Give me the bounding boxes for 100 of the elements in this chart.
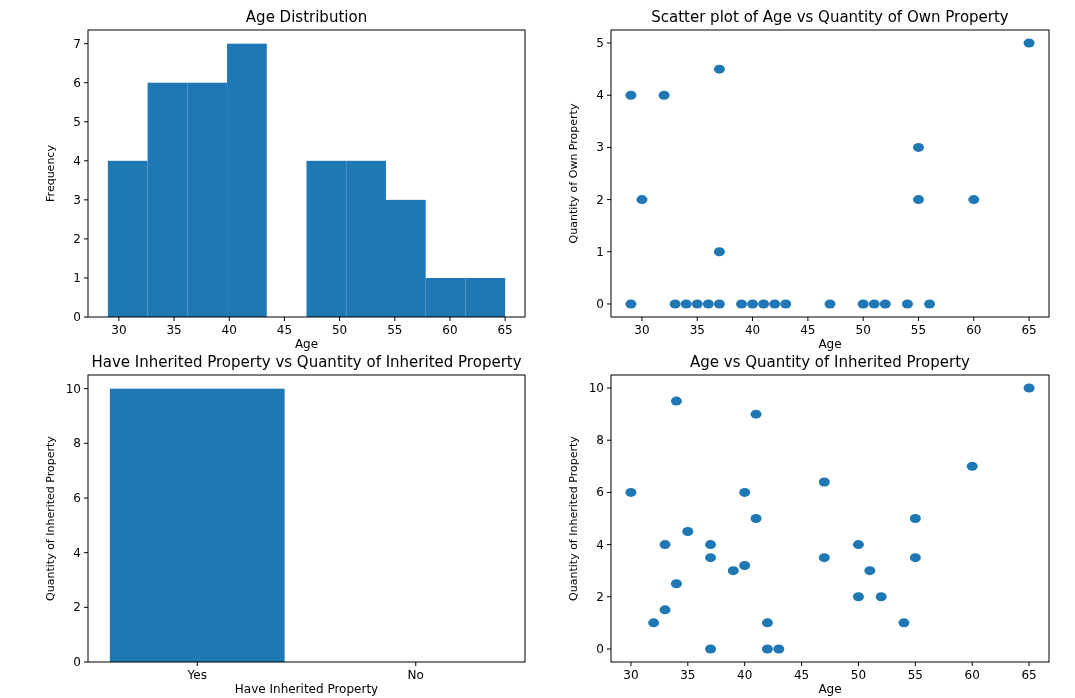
x-tick-label: 65	[1021, 668, 1037, 682]
y-tick-label: 10	[65, 381, 81, 396]
y-tick-label: 8	[73, 436, 81, 451]
y-tick-label: 6	[596, 485, 604, 500]
y-tick-label: 8	[596, 433, 604, 448]
y-tick-label: 2	[73, 600, 81, 615]
point	[702, 299, 714, 309]
point	[750, 514, 762, 523]
y-tick-label: 0	[596, 641, 604, 656]
y-axis-title: Quantity of Inherited Property	[44, 435, 57, 601]
point	[924, 299, 936, 309]
x-tick-label: 60	[442, 323, 458, 337]
point	[747, 299, 759, 309]
x-tick-label: 30	[623, 668, 639, 682]
y-tick-label: 4	[596, 88, 604, 103]
point	[705, 644, 717, 654]
x-tick-label: 60	[966, 323, 982, 337]
point	[1023, 38, 1035, 48]
point	[879, 299, 891, 309]
point	[713, 247, 725, 257]
point	[670, 396, 682, 406]
point	[680, 299, 692, 309]
chart-title: Age vs Quantity of Inherited Property	[690, 353, 971, 371]
point	[852, 540, 864, 550]
y-tick-label: 2	[73, 231, 81, 246]
point	[818, 553, 830, 563]
x-tick-label: 50	[855, 323, 871, 337]
x-tick-label: 40	[221, 323, 237, 337]
x-axis-title: Age	[818, 682, 842, 696]
point	[773, 644, 785, 654]
y-tick-label: 6	[73, 491, 81, 505]
y-axis-title: Frequency	[44, 144, 57, 202]
point	[769, 299, 781, 309]
point	[713, 64, 725, 74]
point	[625, 90, 637, 100]
x-tick-label: 40	[737, 668, 753, 682]
point	[739, 487, 751, 497]
y-tick-label: 0	[596, 296, 604, 311]
point	[705, 553, 717, 563]
y-tick-label: 4	[73, 153, 81, 168]
y-tick-label: 10	[588, 381, 604, 396]
point	[909, 514, 921, 523]
x-tick-label: 60	[964, 668, 980, 682]
point	[625, 487, 637, 497]
point	[625, 299, 637, 309]
y-tick-label: 6	[73, 75, 81, 90]
point	[864, 566, 876, 576]
y-tick-label: 3	[596, 140, 604, 155]
y-tick-label: 4	[73, 545, 81, 560]
x-tick-label: 35	[689, 323, 705, 337]
point	[648, 618, 660, 628]
point	[705, 540, 717, 550]
point	[898, 618, 910, 628]
y-tick-label: 0	[73, 310, 81, 324]
point	[727, 566, 739, 576]
point	[659, 605, 671, 615]
x-tick-label: 50	[850, 668, 867, 682]
x-tick-label: No	[407, 668, 424, 682]
x-tick-label: 30	[634, 323, 650, 337]
point	[780, 299, 792, 309]
x-tick-label: 55	[387, 323, 403, 337]
chart-title: Age Distribution	[245, 8, 368, 26]
point	[1023, 383, 1035, 393]
point	[636, 195, 648, 205]
point	[966, 461, 978, 471]
x-tick-label: 40	[744, 323, 761, 337]
x-tick-label: 55	[907, 668, 923, 682]
point	[909, 553, 921, 563]
x-tick-label: 45	[276, 323, 293, 337]
point	[669, 299, 681, 309]
y-tick-label: 3	[73, 192, 81, 207]
point	[713, 299, 725, 309]
x-tick-label: 35	[166, 323, 182, 337]
y-tick-label: 2	[596, 192, 604, 207]
point	[901, 299, 913, 309]
y-tick-label: 1	[73, 270, 81, 285]
point	[736, 299, 748, 309]
point	[670, 579, 682, 589]
point	[968, 195, 980, 205]
chart-title: Scatter plot of Age vs Quantity of Own Property	[651, 8, 1009, 26]
point	[691, 299, 703, 309]
point	[659, 540, 671, 550]
point	[761, 618, 773, 628]
y-axis-title: Quantity of Inherited Property	[567, 435, 580, 601]
x-tick-label: 65	[497, 323, 513, 337]
x-axis-title: Have Inherited Property	[234, 682, 379, 696]
point	[750, 409, 762, 419]
y-tick-label: 2	[596, 589, 604, 604]
x-axis-title: Age	[294, 337, 319, 351]
x-tick-label: 45	[800, 323, 816, 337]
y-tick-label: 5	[596, 36, 604, 51]
point	[852, 592, 864, 602]
x-tick-label: 45	[793, 668, 810, 682]
point	[758, 299, 770, 309]
x-tick-label: 30	[111, 323, 127, 337]
chart-title: Have Inherited Property vs Quantity of Inherited Property	[91, 353, 522, 371]
y-tick-label: 4	[596, 537, 604, 552]
point	[912, 195, 924, 205]
point	[818, 477, 830, 487]
point	[912, 142, 924, 152]
